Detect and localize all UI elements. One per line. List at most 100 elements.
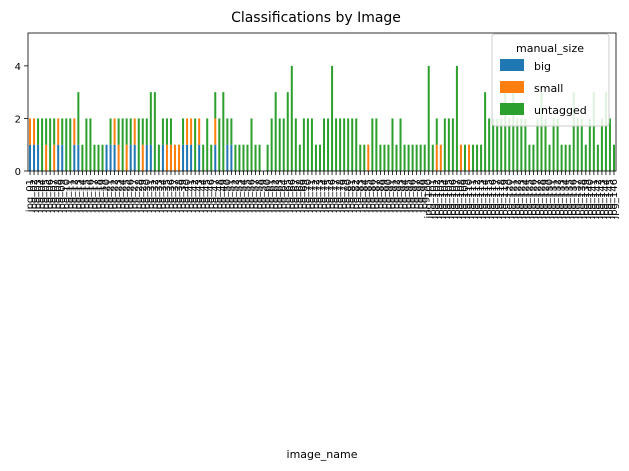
x-tick-label: jpg_142 bbox=[593, 179, 604, 220]
bar-big-34 bbox=[161, 144, 164, 171]
x-tick-label: jpg_137 bbox=[573, 179, 584, 220]
bar-untagged-23 bbox=[117, 118, 120, 145]
x-tick-label: jpg_15 bbox=[81, 179, 92, 213]
x-tick-label: jpg_37 bbox=[170, 179, 181, 213]
bar-untagged-92 bbox=[395, 144, 398, 171]
bar-untagged-83 bbox=[359, 144, 362, 171]
legend-swatch-untagged bbox=[500, 103, 524, 115]
bar-untagged-122 bbox=[516, 118, 519, 171]
bar-big-50 bbox=[226, 144, 229, 171]
bar-small-23 bbox=[117, 144, 120, 171]
bar-untagged-138 bbox=[580, 118, 583, 171]
bar-untagged-67 bbox=[294, 118, 297, 171]
x-tick-label: jpg_14 bbox=[77, 179, 88, 213]
bar-small-102 bbox=[435, 144, 438, 171]
bar-untagged-134 bbox=[564, 144, 567, 171]
legend-swatch-big bbox=[500, 59, 524, 71]
bar-untagged-144 bbox=[604, 92, 607, 171]
x-tick-label: jpg_113 bbox=[476, 179, 487, 220]
bar-untagged-146 bbox=[612, 144, 615, 171]
x-tick-label: jpg_58 bbox=[255, 179, 266, 213]
x-tick-label: jpg_136 bbox=[569, 179, 580, 220]
bar-untagged-48 bbox=[218, 118, 221, 171]
bar-untagged-74 bbox=[323, 118, 326, 171]
x-tick-label: jpg_09 bbox=[57, 179, 68, 213]
x-tick-label: jpg_121 bbox=[508, 179, 519, 220]
bar-untagged-34 bbox=[161, 118, 164, 145]
x-tick-label: jpg_106 bbox=[448, 179, 459, 220]
x-tick-label: jpg_109 bbox=[460, 179, 471, 220]
bar-big-2 bbox=[33, 144, 36, 171]
x-tick-label: jpg_12 bbox=[69, 179, 80, 213]
x-tick-label: jpg_80 bbox=[343, 179, 354, 213]
bar-untagged-80 bbox=[347, 118, 350, 171]
bar-big-51 bbox=[230, 144, 233, 171]
bar-untagged-57 bbox=[254, 144, 257, 171]
x-tick-label: jpg_35 bbox=[162, 179, 173, 213]
bar-untagged-21 bbox=[109, 118, 112, 145]
x-tick-label: jpg_11 bbox=[65, 179, 76, 213]
x-tick-label: jpg_40 bbox=[182, 179, 193, 213]
x-tick-label: jpg_41 bbox=[186, 179, 197, 213]
x-tick-label: jpg_97 bbox=[412, 179, 423, 213]
x-tick-label: jpg_75 bbox=[323, 179, 334, 213]
x-tick-label: jpg_117 bbox=[492, 179, 503, 220]
x-tick-label: jpg_108 bbox=[456, 179, 467, 220]
bar-untagged-9 bbox=[61, 118, 64, 145]
legend-swatch-small bbox=[500, 81, 524, 93]
x-tick-label: jpg_76 bbox=[327, 179, 338, 213]
x-tick-label: jpg_70 bbox=[303, 179, 314, 213]
bar-untagged-121 bbox=[512, 92, 515, 171]
bar-untagged-78 bbox=[339, 118, 342, 171]
bar-small-38 bbox=[178, 144, 181, 171]
bar-untagged-7 bbox=[53, 118, 56, 145]
bar-untagged-124 bbox=[524, 118, 527, 171]
bar-untagged-33 bbox=[157, 144, 160, 171]
x-tick-label: jpg_36 bbox=[166, 179, 177, 213]
bar-untagged-109 bbox=[463, 144, 466, 171]
bar-untagged-105 bbox=[447, 118, 450, 171]
bar-untagged-98 bbox=[419, 144, 422, 171]
x-tick-label: jpg_78 bbox=[335, 179, 346, 213]
bar-untagged-6 bbox=[49, 118, 52, 171]
x-tick-label: jpg_68 bbox=[295, 179, 306, 213]
x-tick-label: jpg_32 bbox=[150, 179, 161, 213]
x-tick-label: jpg_99 bbox=[420, 179, 431, 213]
x-tick-label: jpg_100 bbox=[424, 179, 435, 220]
bar-untagged-137 bbox=[576, 118, 579, 171]
x-tick-label: jpg_140 bbox=[585, 179, 596, 220]
bar-untagged-11 bbox=[69, 118, 72, 171]
x-tick-label: jpg_03 bbox=[33, 179, 44, 213]
bar-big-3 bbox=[37, 144, 40, 171]
bar-untagged-87 bbox=[375, 118, 378, 171]
x-tick-label: jpg_25 bbox=[122, 179, 133, 213]
bar-untagged-10 bbox=[65, 118, 68, 171]
bar-untagged-72 bbox=[314, 144, 317, 171]
bar-untagged-90 bbox=[387, 144, 390, 171]
legend-label-small: small bbox=[534, 82, 563, 95]
x-tick-label: jpg_77 bbox=[331, 179, 342, 213]
x-tick-label: jpg_01 bbox=[25, 179, 36, 213]
series-untagged bbox=[37, 65, 615, 171]
bar-untagged-4 bbox=[41, 118, 44, 171]
bar-untagged-119 bbox=[504, 92, 507, 171]
x-tick-label: jpg_21 bbox=[106, 179, 117, 213]
chart-title: Classifications by Image bbox=[231, 10, 401, 26]
bar-untagged-44 bbox=[202, 144, 205, 171]
bar-untagged-69 bbox=[302, 118, 305, 171]
bar-untagged-136 bbox=[572, 92, 575, 171]
x-tick-label: jpg_88 bbox=[375, 179, 386, 213]
x-tick-label: jpg_28 bbox=[134, 179, 145, 213]
bar-untagged-77 bbox=[335, 118, 338, 171]
bar-big-40 bbox=[186, 144, 189, 171]
x-tick-label: jpg_73 bbox=[315, 179, 326, 213]
x-tick-label: jpg_61 bbox=[267, 179, 278, 213]
x-tick-label: jpg_135 bbox=[565, 179, 576, 220]
x-tick-label: jpg_141 bbox=[589, 179, 600, 220]
bar-small-8 bbox=[57, 118, 60, 145]
bar-big-1 bbox=[29, 144, 32, 171]
bar-untagged-135 bbox=[568, 144, 571, 171]
x-tick-label: jpg_65 bbox=[283, 179, 294, 213]
legend-label-big: big bbox=[534, 60, 551, 73]
x-tick-label: jpg_132 bbox=[553, 179, 564, 220]
